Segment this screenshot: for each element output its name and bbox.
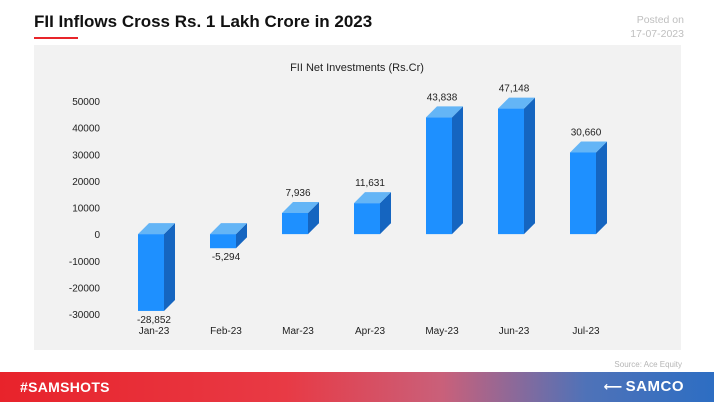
y-tick-label: 10000 [72, 204, 100, 215]
data-label: 47,148 [499, 84, 530, 95]
bar: 43,838 [426, 92, 463, 235]
bar-side [164, 223, 175, 311]
y-tick-label: 20000 [72, 177, 100, 188]
y-tick-label: -30000 [69, 310, 101, 321]
bar-top [138, 223, 175, 235]
x-tick-label: Jun-23 [499, 326, 530, 337]
data-label: 11,631 [355, 178, 385, 189]
brand-logo: ⟵ SAMCO [604, 378, 684, 395]
bar: 11,631 [354, 178, 391, 235]
data-label: -5,294 [212, 252, 241, 263]
bar-side [596, 141, 607, 235]
bar-front [138, 234, 164, 311]
x-axis-ticks: Jan-23 Feb-23 Mar-23 Apr-23 May-23 Jun-23 Jul-… [139, 326, 600, 337]
x-tick-label: Jan-23 [139, 326, 170, 337]
bar: -5,294 [210, 223, 247, 263]
bar-side [308, 201, 319, 235]
bar-front [498, 108, 524, 235]
bar-front [210, 234, 236, 249]
bar-front [354, 203, 380, 235]
bar-top [354, 192, 391, 204]
hashtag-label: #SAMSHOTS [20, 379, 110, 395]
bar-top [210, 223, 247, 235]
bar-top [282, 201, 319, 213]
bar: 30,660 [570, 127, 607, 235]
y-tick-label: 0 [94, 230, 100, 241]
x-tick-label: Apr-23 [355, 326, 385, 337]
posted-label: Posted on [636, 14, 684, 26]
chart-panel: FII Net Investments (Rs.Cr) 50000 40000 30… [34, 45, 681, 350]
x-tick-label: Jul-23 [572, 326, 600, 337]
page-title: FII Inflows Cross Rs. 1 Lakh Crore in 20… [34, 12, 373, 31]
y-tick-label: 50000 [72, 97, 100, 108]
y-tick-label: 30000 [72, 150, 100, 161]
bar-side [236, 223, 247, 249]
bar-front [426, 117, 452, 235]
bar-side [380, 192, 391, 235]
brand-name: SAMCO [625, 378, 684, 395]
bars: -28,852 -5,294 7,936 11,631 43,838 47,148 30,6… [137, 84, 607, 326]
posted-date: 17-07-2023 [630, 28, 684, 40]
y-tick-label: -20000 [69, 283, 101, 294]
data-label: 43,838 [427, 92, 458, 103]
y-axis-ticks: 50000 40000 30000 20000 10000 0 -10000 -20000 -3… [69, 97, 101, 321]
posted-info: Posted on 17-07-2023 [630, 13, 684, 41]
bar-side [524, 97, 535, 235]
bar: 7,936 [282, 188, 319, 235]
bar-front [282, 212, 308, 235]
x-tick-label: May-23 [425, 326, 459, 337]
x-tick-label: Feb-23 [210, 326, 242, 337]
bar-top [570, 141, 607, 153]
bar: -28,852 [137, 223, 175, 326]
y-tick-label: 40000 [72, 124, 100, 135]
bar-front [570, 152, 596, 235]
data-label: 30,660 [571, 127, 602, 138]
data-label: -28,852 [137, 315, 171, 326]
y-tick-label: -10000 [69, 257, 101, 268]
bar-chart: FII Net Investments (Rs.Cr) 50000 40000 30… [69, 62, 607, 337]
bar-top [498, 97, 535, 109]
title-underline [34, 37, 78, 39]
bar-side [452, 106, 463, 235]
bar-top [426, 106, 463, 118]
x-tick-label: Mar-23 [282, 326, 314, 337]
footer-banner: #SAMSHOTS ⟵ SAMCO [0, 372, 714, 402]
data-label: 7,936 [285, 188, 310, 199]
samco-logo-icon: ⟵ [603, 378, 623, 394]
source-note: Source: Ace Equity [614, 360, 682, 369]
bar: 47,148 [498, 84, 535, 235]
chart-title: FII Net Investments (Rs.Cr) [290, 62, 424, 74]
